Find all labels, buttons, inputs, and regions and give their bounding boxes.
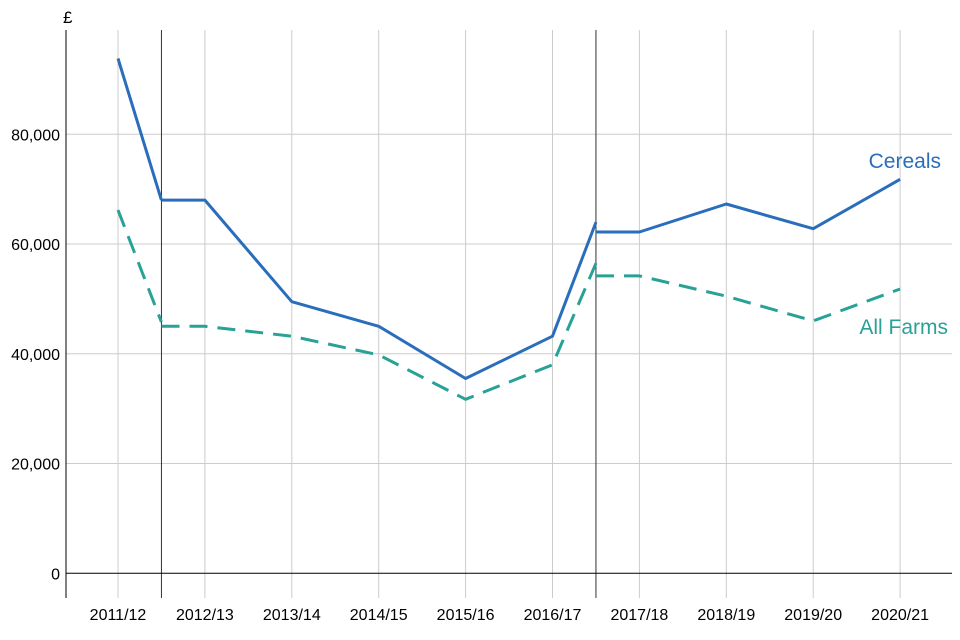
- x-tick-label: 2018/19: [697, 607, 755, 624]
- y-tick-label: 40,000: [11, 347, 60, 364]
- gridlines: [66, 30, 952, 598]
- series-label-all-farms: All Farms: [859, 316, 948, 339]
- series-line-all-farms-segment-0: [116, 209, 163, 323]
- y-tick-label: 80,000: [11, 127, 60, 144]
- y-tick-label: 60,000: [11, 237, 60, 254]
- y-tick-label: 20,000: [11, 457, 60, 474]
- y-tick-label: 0: [51, 566, 60, 583]
- series-line-cereals-segment-0: [116, 58, 163, 201]
- x-tick-label: 2011/12: [90, 607, 147, 624]
- x-tick-label: 2013/14: [263, 607, 321, 624]
- x-tick-label: 2019/20: [784, 607, 842, 624]
- x-tick-label: 2015/16: [437, 607, 495, 624]
- series-line-all-farms-segment-2: [596, 274, 901, 323]
- x-tick-label: 2020/21: [871, 607, 929, 624]
- x-tick-label: 2014/15: [350, 607, 408, 624]
- y-tick-labels: 0 20,000 40,000 60,000 80,000: [11, 127, 60, 583]
- x-tick-label: 2012/13: [176, 607, 234, 624]
- x-tick-label: 2016/17: [524, 607, 582, 624]
- axes: [65, 30, 952, 598]
- y-unit-label: £: [63, 8, 73, 27]
- series-line-cereals-segment-2: [596, 177, 901, 234]
- series-lines: [116, 58, 901, 401]
- x-tick-label: 2017/18: [610, 607, 668, 624]
- series-label-cereals: Cereals: [869, 150, 941, 173]
- x-tick-labels: 2011/12 2012/13 2013/14 2014/15 2015/16 2016/…: [90, 607, 929, 624]
